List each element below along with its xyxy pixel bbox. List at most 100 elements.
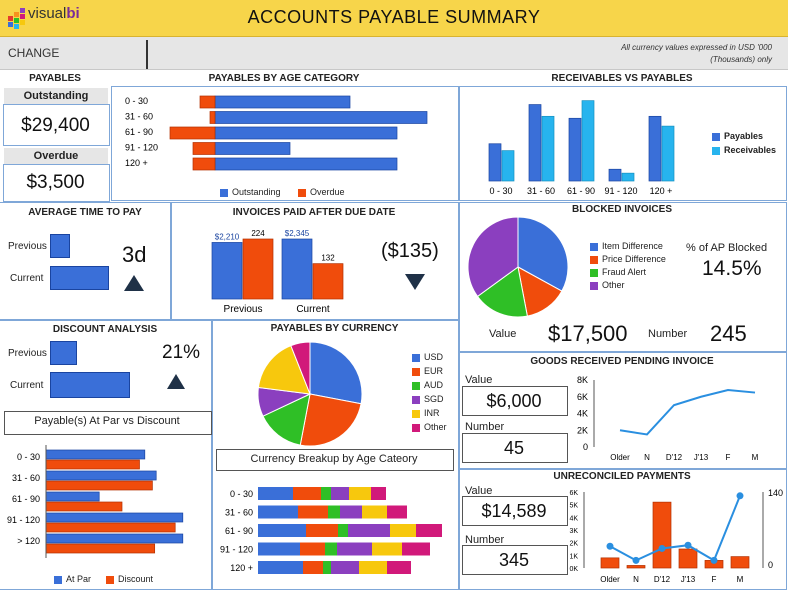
blocked-legend-item: Item Difference (590, 240, 666, 253)
grpi-xtick: M (752, 453, 759, 462)
age-bar-outstanding (214, 95, 351, 109)
visualbi-logo-icon (8, 8, 25, 29)
legend-label: Price Difference (602, 254, 666, 264)
avg-current-bar (50, 266, 109, 290)
stack-segment (390, 524, 416, 537)
recv-legend-payables: Payables (712, 131, 763, 141)
stack-tick-label: 61 - 90 (225, 526, 253, 536)
currency-subtitle: Currency Breakup by Age Cateory (250, 453, 418, 465)
currency-pie-slice (290, 341, 311, 395)
recv-bar-payables (488, 143, 502, 182)
blocked-pie-slice (476, 266, 528, 318)
paid-after-chart: $2,210 224 Previous $2,345 132 Current (211, 229, 344, 315)
discount-bar-discount (45, 480, 153, 491)
overdue-box (3, 164, 110, 202)
blocked-pie-slice (467, 216, 519, 298)
stack-segment (258, 542, 300, 556)
unrec-ytick: 2K (569, 541, 578, 548)
grpi-number-box (462, 433, 568, 463)
grpi-value-label: Value (465, 374, 493, 386)
grpi-value: $6,000 (486, 391, 542, 411)
unrec-ytick: 6K (569, 490, 578, 497)
currency-legend-item: Other (412, 420, 447, 434)
grpi-panel (459, 352, 787, 469)
grpi-xtick: N (644, 453, 650, 462)
blocked-pie-slice (517, 216, 569, 292)
legend-label: Item Difference (602, 241, 663, 251)
outstanding-value: $29,400 (21, 115, 90, 136)
discount-title: DISCOUNT ANALYSIS (52, 324, 158, 335)
currency-legend-item: EUR (412, 364, 447, 378)
currency-stack-chart: 0 - 30 31 - 60 61 - 90 91 - 120 120 + (220, 487, 442, 574)
unrec-y2tick: 0 (768, 560, 773, 570)
stack-segment (303, 561, 323, 574)
stack-segment (323, 561, 331, 574)
discount-tick-label: 91 - 120 (7, 515, 40, 525)
recv-bar-receivables (661, 125, 675, 182)
blocked-legend-item: Fraud Alert (590, 266, 666, 279)
outstanding-label: Outstanding (23, 90, 89, 102)
unrec-bar (600, 557, 620, 569)
age-bar-overdue (192, 142, 216, 155)
change-button[interactable]: CHANGE (8, 46, 60, 60)
discount-bar-discount (45, 501, 123, 512)
unrec-panel (459, 469, 787, 590)
discount-tick-label: 31 - 60 (12, 473, 40, 483)
age-bar-overdue (209, 111, 216, 124)
currency-legend-item: SGD (412, 392, 447, 406)
age-tick-label: 91 - 120 (125, 143, 158, 153)
stack-segment (331, 561, 359, 574)
recv-panel (459, 86, 787, 201)
stack-segment (325, 542, 337, 556)
discount-subtitle-box (4, 411, 212, 435)
paid-data-label: 224 (251, 229, 265, 238)
unrec-xtick: N (633, 575, 639, 584)
stack-segment (321, 487, 331, 500)
legend-swatch (590, 242, 598, 251)
age-tick-label: 0 - 30 (125, 96, 148, 106)
blocked-value-label: Value (489, 328, 517, 340)
discount-value: 21% (162, 342, 201, 363)
blocked-number: 245 (710, 321, 747, 346)
stack-segment (372, 542, 402, 556)
age-panel (111, 86, 459, 201)
stack-segment (348, 524, 390, 537)
recv-bar-receivables (581, 100, 595, 182)
recv-bar-payables (648, 115, 662, 182)
stack-segment (387, 561, 411, 574)
discount-previous-label: Previous (8, 348, 47, 359)
stack-segment (258, 561, 303, 574)
unrec-bar (678, 548, 698, 569)
avg-previous-bar (50, 234, 70, 258)
outstanding-box (3, 104, 110, 146)
avg-time-value: 3d (122, 242, 147, 267)
grpi-ytick: 6K (577, 392, 588, 402)
legend-swatch (412, 423, 420, 432)
legend-swatch (412, 381, 420, 390)
stack-segment (331, 487, 349, 500)
grpi-xtick: F (726, 453, 731, 462)
age-bar-outstanding (214, 142, 291, 155)
paid-tick-label: Current (296, 304, 330, 315)
discount-bar-discount (45, 459, 140, 470)
unrec-xtick: Older (600, 575, 620, 584)
currency-title: PAYABLES BY CURRENCY (270, 323, 399, 334)
discount-bar-discount (45, 522, 176, 533)
age-bar-outstanding (214, 111, 428, 124)
discount-current-label: Current (10, 380, 44, 391)
recv-bar-payables (568, 117, 582, 182)
overdue-header (4, 148, 108, 164)
grpi-xtick: J'13 (694, 453, 709, 462)
legend-label: AUD (424, 380, 444, 390)
recv-tick-label: 31 - 60 (527, 186, 555, 196)
unrec-title: UNRECONCILED PAYMENTS (553, 471, 691, 482)
age-bar-outstanding (214, 157, 398, 171)
discount-tick-label: 61 - 90 (12, 494, 40, 504)
unrec-number: 345 (498, 550, 530, 570)
recv-legend-receivables: Receivables (712, 145, 776, 155)
unrec-y2tick: 140 (768, 488, 783, 498)
unrec-point (606, 542, 614, 550)
legend-label: INR (424, 408, 440, 418)
stack-segment (258, 487, 293, 500)
recv-chart: 0 - 30 31 - 60 61 - 90 91 - 120 120 + (488, 100, 675, 196)
